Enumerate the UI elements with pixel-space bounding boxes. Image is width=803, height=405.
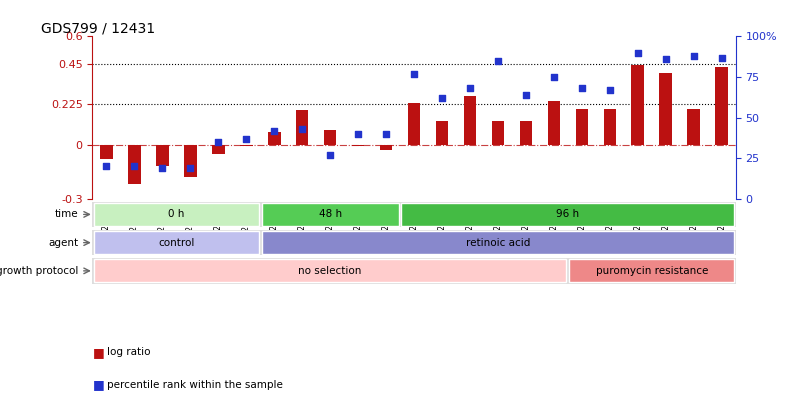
Point	[239, 136, 252, 142]
Point	[184, 165, 197, 171]
Text: 48 h: 48 h	[318, 209, 341, 220]
Bar	[156, 145, 169, 166]
Text: 96 h: 96 h	[556, 209, 579, 220]
Point	[575, 85, 588, 92]
FancyBboxPatch shape	[569, 259, 733, 283]
FancyBboxPatch shape	[94, 259, 566, 283]
Bar	[184, 145, 197, 177]
Bar	[547, 101, 560, 145]
Text: 0 h: 0 h	[168, 209, 185, 220]
FancyBboxPatch shape	[261, 231, 733, 254]
FancyBboxPatch shape	[94, 231, 259, 254]
Text: log ratio: log ratio	[107, 347, 150, 357]
Point	[463, 85, 476, 92]
Text: agent: agent	[48, 238, 78, 247]
Bar	[324, 130, 336, 145]
Point	[658, 56, 671, 62]
Point	[128, 163, 141, 170]
Bar	[267, 132, 280, 145]
Bar	[575, 109, 588, 145]
Point	[435, 95, 448, 101]
Text: time: time	[55, 209, 78, 220]
FancyBboxPatch shape	[261, 203, 398, 226]
Bar	[491, 121, 503, 145]
Point	[212, 139, 225, 145]
Point	[630, 49, 643, 56]
Point	[267, 128, 280, 134]
Text: control: control	[158, 238, 194, 247]
Text: ■: ■	[92, 346, 104, 359]
Text: no selection: no selection	[298, 266, 361, 276]
Bar	[407, 103, 420, 145]
Bar	[379, 145, 392, 150]
Point	[296, 126, 308, 132]
Point	[519, 92, 532, 98]
Point	[602, 87, 615, 93]
Bar	[463, 96, 475, 145]
Point	[351, 131, 364, 137]
Point	[156, 165, 169, 171]
Point	[324, 152, 336, 158]
Point	[687, 53, 699, 59]
Point	[379, 131, 392, 137]
Bar	[603, 109, 615, 145]
Point	[491, 58, 503, 64]
Bar	[658, 72, 671, 145]
Text: GDS799 / 12431: GDS799 / 12431	[41, 21, 155, 35]
Text: percentile rank within the sample: percentile rank within the sample	[107, 380, 283, 390]
Text: growth protocol: growth protocol	[0, 266, 78, 276]
Bar	[352, 145, 364, 147]
Bar	[630, 65, 643, 145]
Text: ■: ■	[92, 378, 104, 391]
Bar	[435, 121, 448, 145]
Bar	[687, 109, 699, 145]
Bar	[715, 67, 727, 145]
Bar	[519, 121, 532, 145]
Point	[547, 74, 560, 80]
Bar	[239, 145, 252, 147]
Text: retinoic acid: retinoic acid	[465, 238, 529, 247]
FancyBboxPatch shape	[94, 203, 259, 226]
Bar	[212, 145, 224, 154]
Point	[100, 163, 112, 170]
Text: puromycin resistance: puromycin resistance	[595, 266, 707, 276]
Bar	[296, 111, 308, 145]
Point	[715, 54, 728, 61]
Point	[407, 70, 420, 77]
Bar	[100, 145, 112, 159]
FancyBboxPatch shape	[401, 203, 733, 226]
Bar	[128, 145, 141, 184]
